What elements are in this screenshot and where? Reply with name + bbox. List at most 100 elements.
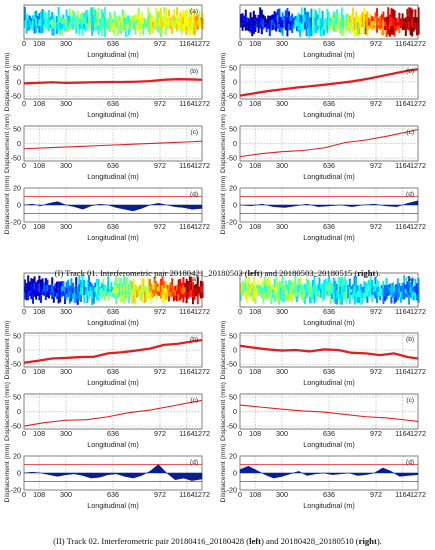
x-tick-label: 1164 (395, 307, 410, 316)
deformation-cell (129, 291, 132, 297)
deformation-cell (292, 286, 295, 291)
deformation-cell (38, 292, 41, 301)
deformation-cell (291, 26, 294, 33)
x-tick-label: 108 (33, 307, 45, 316)
x-tick-label: 972 (154, 99, 166, 108)
x-tick-label: 0 (22, 161, 26, 170)
deformation-cell (190, 283, 193, 291)
deformation-cell (323, 18, 326, 25)
displacement-line (23, 78, 203, 85)
deformation-cell (91, 297, 94, 305)
deformation-cell (360, 283, 362, 291)
deformation-cell (176, 7, 178, 16)
deformation-cell (368, 25, 370, 30)
deformation-cell (398, 26, 401, 34)
deformation-cell (193, 289, 196, 295)
deformation-cell (374, 23, 377, 30)
deformation-cell (267, 24, 270, 30)
deformation-cell (38, 19, 41, 27)
deformation-cell (256, 288, 258, 293)
displacement-area (239, 465, 419, 479)
deformation-cell (140, 286, 143, 294)
deformation-cell (312, 28, 314, 36)
deformation-cell (99, 289, 102, 293)
deformation-cell (329, 17, 332, 23)
deformation-cell (158, 287, 161, 292)
deformation-cell (88, 16, 90, 21)
deformation-cell (368, 285, 370, 292)
deformation-cell (278, 280, 281, 289)
deformation-cell (152, 27, 154, 34)
deformation-cell (62, 14, 65, 20)
deformation-cell (171, 27, 174, 35)
displacement-line (23, 399, 203, 427)
deformation-cell (270, 25, 273, 31)
deformation-cell (180, 27, 183, 35)
deformation-cell (35, 25, 38, 33)
deformation-cell (76, 16, 79, 22)
deformation-cell (409, 292, 412, 298)
panel-frame (239, 272, 419, 308)
deformation-cell (124, 30, 127, 37)
deformation-cell (49, 284, 52, 289)
deformation-cell (38, 26, 41, 33)
deformation-cell (308, 23, 311, 30)
y-tick-label: 0 (17, 139, 21, 148)
deformation-cell (251, 17, 254, 24)
x-tick-label: 1272 (194, 39, 210, 48)
y-tick-label: -50 (227, 154, 237, 163)
deformation-cell (57, 22, 60, 31)
y-axis-label: Displacement (mm) (4, 114, 11, 173)
deformation-cell (158, 18, 161, 27)
deformation-cell (339, 277, 342, 287)
deformation-cell (46, 291, 49, 298)
deformation-cell (136, 293, 138, 298)
deformation-cell (145, 286, 148, 292)
deformation-cell (73, 291, 76, 298)
deformation-cell (107, 25, 110, 29)
deformation-cell (72, 9, 74, 17)
deformation-cell (51, 19, 54, 28)
deformation-cell (166, 17, 169, 22)
deformation-cell (44, 278, 47, 286)
deformation-cell (396, 278, 399, 286)
x-tick-label: 1164 (179, 161, 194, 170)
deformation-cell (172, 286, 175, 292)
deformation-cell (150, 20, 153, 27)
deformation-cell (406, 15, 409, 23)
deformation-cell (355, 19, 358, 27)
deformation-cell (136, 289, 138, 294)
x-tick-label: 636 (107, 307, 119, 316)
deformation-cell (155, 22, 158, 30)
deformation-cell (340, 286, 343, 296)
deformation-cell (73, 286, 76, 292)
deformation-cell (126, 19, 129, 24)
deformation-cell (259, 14, 262, 22)
deformation-cell (75, 27, 78, 34)
deformation-cell (150, 26, 153, 33)
deformation-cell (283, 23, 286, 29)
deformation-cell (35, 282, 38, 288)
y-axis-label: Displacement (mm) (4, 53, 11, 112)
deformation-cell (364, 27, 367, 35)
deformation-cell (140, 12, 143, 18)
deformation-cell (188, 289, 191, 297)
deformation-cell (318, 277, 321, 285)
deformation-cell (292, 290, 295, 296)
deformation-cell (99, 292, 102, 296)
x-tick-label: 108 (249, 99, 261, 108)
deformation-cell (83, 287, 86, 296)
deformation-cell (252, 284, 255, 293)
deformation-cell (316, 283, 319, 289)
y-tick-label: -50 (11, 154, 21, 163)
deformation-cell (403, 22, 406, 27)
deformation-cell (132, 15, 135, 21)
x-tick-label: 1272 (194, 490, 210, 499)
deformation-cell (49, 24, 52, 29)
deformation-cell (382, 27, 385, 36)
deformation-cell (54, 287, 57, 293)
deformation-cell (308, 289, 311, 297)
deformation-cell (358, 291, 361, 298)
deformation-cell (65, 16, 68, 25)
